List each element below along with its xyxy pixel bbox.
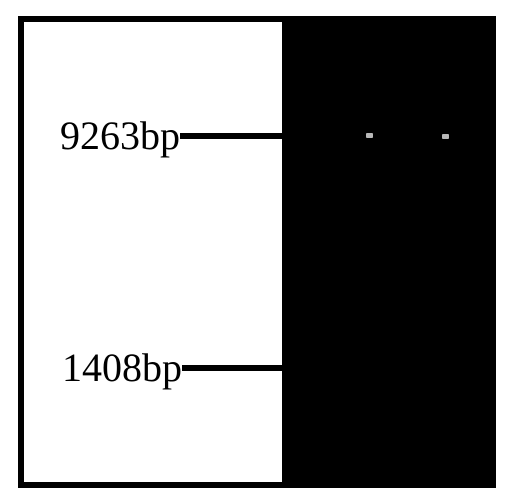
band-label-9263bp: 9263bp <box>30 116 180 156</box>
gel-lane <box>282 22 490 482</box>
band-label-1408bp: 1408bp <box>30 348 182 388</box>
band-leader-9263bp <box>180 133 282 139</box>
band-mark <box>366 133 373 138</box>
gel-electrophoresis-figure: 9263bp 1408bp <box>0 0 512 502</box>
band-mark <box>442 134 449 139</box>
band-leader-1408bp <box>182 365 282 371</box>
